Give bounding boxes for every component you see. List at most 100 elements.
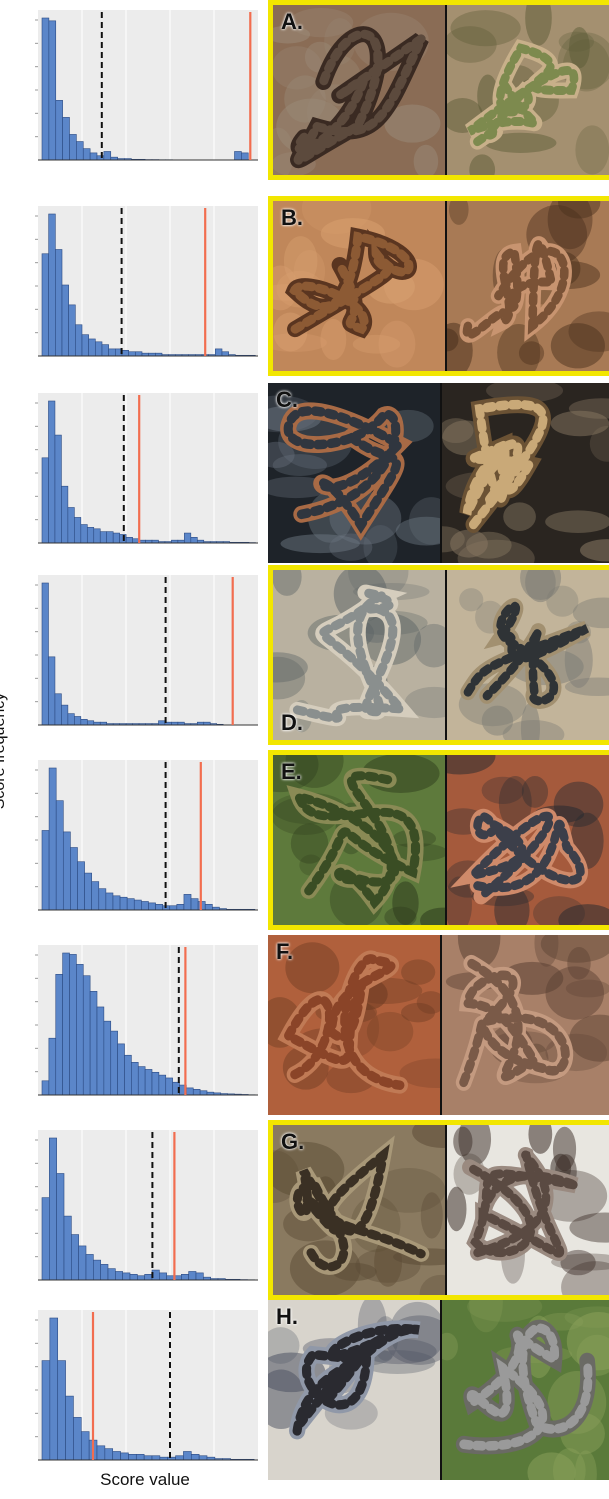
histogram-bar	[55, 800, 64, 911]
ground-texture	[273, 46, 323, 90]
ground-texture	[285, 942, 340, 994]
snake-photo-left-image	[273, 755, 465, 925]
histogram-bar	[41, 17, 50, 161]
histogram-bar	[65, 1395, 74, 1461]
histogram-bar	[55, 100, 63, 161]
ground-texture	[520, 702, 541, 740]
histogram-bar	[67, 507, 75, 544]
histogram	[28, 0, 260, 180]
histogram-bar	[48, 767, 57, 911]
photo-divider	[440, 383, 442, 563]
snake-photo-left-image	[268, 935, 472, 1115]
ground-texture	[484, 132, 557, 153]
ground-texture	[371, 1167, 446, 1213]
ground-texture	[469, 1300, 503, 1333]
ground-texture	[466, 531, 512, 559]
histogram-bar	[105, 892, 114, 911]
histogram-bar	[241, 152, 249, 161]
snake-pattern	[292, 588, 412, 723]
histogram-bar	[166, 1275, 175, 1281]
histogram-bar	[144, 1274, 153, 1281]
histogram-svg	[35, 393, 258, 544]
histogram-bar	[98, 888, 107, 911]
photo-panel: D.	[268, 565, 609, 745]
histogram-bar	[86, 720, 95, 726]
plot-background	[38, 575, 258, 725]
histogram-bar	[128, 351, 136, 357]
snake-photo-right	[441, 5, 609, 175]
ground-texture	[567, 946, 591, 980]
ground-texture	[273, 570, 302, 596]
histogram-bar	[76, 964, 84, 1096]
histogram-bar	[112, 895, 121, 911]
histogram-bar	[103, 151, 112, 161]
histogram-bar	[190, 1454, 200, 1461]
snake-pattern	[462, 239, 569, 340]
ground-texture	[568, 311, 609, 352]
histogram-bar	[69, 134, 77, 161]
histogram-bar	[71, 1234, 79, 1281]
ground-texture	[459, 588, 484, 612]
histogram-bar	[78, 1245, 87, 1281]
photo-panel: A.	[268, 0, 609, 180]
ground-texture	[550, 410, 609, 437]
histogram-bar	[91, 881, 100, 911]
figure-row: E.	[0, 750, 609, 930]
histogram-bar	[89, 152, 98, 161]
histogram-bar	[67, 713, 75, 726]
histogram-bar	[158, 720, 166, 726]
snake-pattern	[291, 771, 420, 910]
histogram-bar	[56, 1173, 65, 1281]
histogram-bar	[106, 531, 114, 544]
histogram-bar	[221, 351, 229, 357]
histogram-bar	[158, 1074, 167, 1096]
snake-photo-right	[420, 383, 609, 563]
ground-texture	[384, 906, 417, 925]
ground-texture	[290, 823, 329, 864]
photo-panel: E.	[268, 750, 609, 930]
photo-panel: H.	[268, 1300, 609, 1480]
histogram-bar	[61, 485, 69, 544]
snake-photo-left	[268, 1300, 455, 1480]
snake-photo-left	[273, 570, 464, 740]
ground-texture	[572, 597, 609, 629]
ground-texture	[467, 1300, 543, 1322]
histogram-bar	[88, 338, 96, 357]
panel-letter: C.	[276, 387, 298, 412]
ground-texture	[533, 896, 585, 925]
histogram-bar	[125, 537, 133, 544]
histogram-bar	[73, 1417, 82, 1461]
panel-letter: F.	[276, 939, 294, 964]
ground-texture	[329, 533, 373, 561]
photo-panel: C.	[268, 383, 609, 563]
ground-texture	[273, 652, 308, 683]
figure-row: C.	[0, 383, 609, 563]
histogram-bar	[54, 693, 62, 726]
ground-texture	[285, 755, 344, 788]
figure-row: A.	[0, 0, 609, 180]
histogram-bar	[135, 351, 143, 357]
snake-pattern	[293, 29, 426, 165]
photo-divider	[445, 201, 447, 371]
histogram-bar	[101, 344, 109, 357]
histogram-bar	[121, 350, 129, 357]
snake-photo-right	[447, 570, 609, 740]
snake-pattern	[459, 1323, 593, 1451]
histogram-bar	[215, 348, 223, 357]
histogram-bar	[128, 1454, 137, 1461]
snake-photo-right	[442, 935, 609, 1115]
histogram-bar	[112, 532, 120, 544]
snake-photo-left	[268, 935, 472, 1115]
ground-texture	[273, 656, 306, 700]
histogram-bar	[115, 1271, 123, 1281]
histogram-bar	[96, 1445, 106, 1461]
histogram-bar	[80, 719, 88, 726]
snake-pattern	[460, 811, 585, 901]
histogram-bar	[57, 1360, 66, 1461]
histogram-bar	[99, 531, 108, 544]
histogram-bar	[41, 1080, 50, 1096]
histogram-bar	[137, 1066, 146, 1096]
snake-pattern	[462, 399, 548, 530]
ground-texture	[416, 991, 446, 1014]
ground-texture	[558, 201, 601, 219]
